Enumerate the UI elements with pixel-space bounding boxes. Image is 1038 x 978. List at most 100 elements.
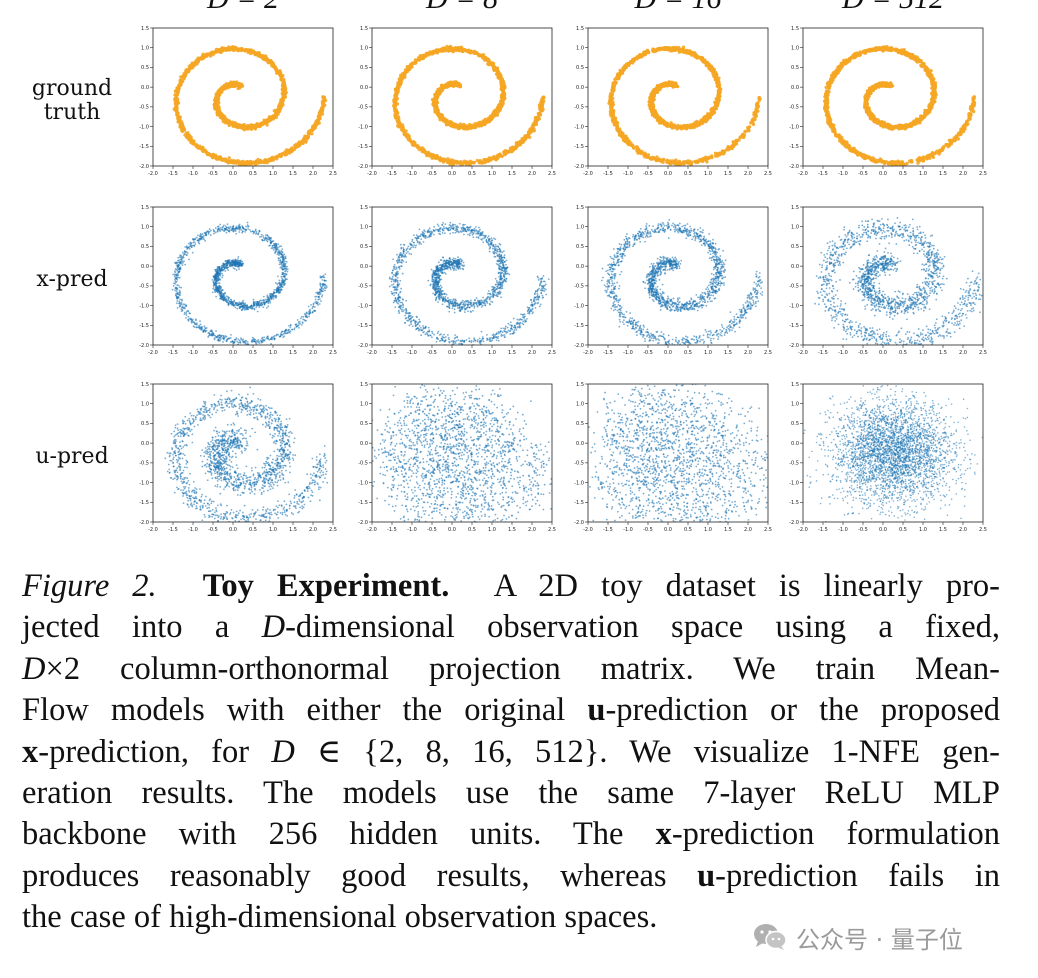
x-tick-label: 0.5 [684, 171, 692, 177]
y-tick-label: 0.5 [141, 65, 149, 71]
column-header: D = 8 [425, 0, 498, 15]
y-tick-label: 1.0 [791, 402, 799, 408]
x-tick-label: 1.0 [919, 527, 927, 533]
y-tick-label: -0.5 [139, 284, 149, 290]
math-x: x [656, 816, 672, 852]
y-tick-label: 0.5 [791, 65, 799, 71]
x-tick-label: -0.5 [427, 171, 437, 177]
data-points [600, 219, 764, 345]
x-tick-label: -0.5 [643, 527, 653, 533]
plot-frame [371, 383, 553, 523]
y-tick-label: 1.5 [791, 26, 799, 32]
math-D: D [262, 609, 285, 645]
scatter-panel: -2.0 -1.5 -1.0 -0.5 0.0 0.5 1.0 1.5 2.0 2.5 1.5 1.0… [789, 26, 987, 177]
x-tick-label: 0.5 [468, 527, 476, 533]
y-tick-label: 1.5 [791, 205, 799, 211]
x-tick-label: 2.5 [979, 350, 987, 356]
scatter-panel: -2.0 -1.5 -1.0 -0.5 0.0 0.5 1.0 1.5 2.0 2.5 1.5 1.0… [139, 26, 337, 177]
x-tick-label: -0.5 [643, 171, 653, 177]
caption-line-3: D×2 column-orthonormal projection matrix… [22, 649, 1000, 690]
x-tick-label: 2.0 [744, 171, 752, 177]
plot-frame [152, 383, 334, 523]
x-tick-label: -2.0 [367, 527, 377, 533]
y-tick-label: 1.5 [791, 382, 799, 388]
x-tick-label: 1.5 [289, 171, 297, 177]
caption-text: -prediction, for [38, 734, 271, 770]
x-tick-label: 0.5 [249, 171, 257, 177]
y-tick-label: 1.5 [141, 26, 149, 32]
x-tick-label: -2.0 [583, 527, 593, 533]
data-points [164, 386, 329, 522]
x-tick-label: 0.5 [684, 350, 692, 356]
x-tick-label: 0.0 [664, 350, 672, 356]
y-tick-label: -2.0 [574, 164, 584, 170]
row-label: ground [32, 76, 112, 101]
row-label: x-pred [36, 267, 107, 292]
y-tick-label: 1.5 [576, 382, 584, 388]
x-tick-label: 2.0 [528, 527, 536, 533]
caption-text: the case of high-dimensional observation… [22, 899, 657, 935]
caption-text: -prediction fails in [715, 858, 1000, 894]
y-tick-label: 1.5 [576, 205, 584, 211]
x-tick-label: 0.0 [664, 527, 672, 533]
y-tick-label: -1.5 [358, 323, 368, 329]
data-points [392, 44, 546, 166]
x-tick-label: -0.5 [427, 350, 437, 356]
caption-line-1: Figure 2. Toy Experiment. A 2D toy datas… [22, 566, 1000, 607]
y-tick-label: 1.0 [141, 46, 149, 52]
x-tick-label: -1.0 [407, 350, 417, 356]
caption-text: -dimensional observation space using a f… [285, 609, 1000, 645]
x-tick-label: 1.5 [724, 350, 732, 356]
y-tick-label: -0.5 [358, 461, 368, 467]
caption-line-7: backbone with 256 hidden units. The x-pr… [22, 814, 1000, 855]
y-tick-label: -1.0 [574, 480, 584, 486]
y-tick-label: 0.5 [141, 421, 149, 427]
y-tick-label: -1.0 [789, 124, 799, 130]
x-tick-label: -1.0 [838, 171, 848, 177]
x-tick-label: 1.5 [939, 350, 947, 356]
y-tick-label: 0.0 [791, 85, 799, 91]
caption-line-4: Flow models with either the original u-p… [22, 690, 1000, 731]
x-tick-label: 0.5 [468, 350, 476, 356]
y-tick-label: -0.5 [789, 105, 799, 111]
wechat-icon [754, 924, 787, 950]
x-tick-label: 2.5 [979, 171, 987, 177]
column-headers: D = 2 D = 8 D = 16 D = 512 [206, 0, 944, 15]
x-tick-label: -1.5 [387, 527, 397, 533]
y-tick-label: 1.5 [576, 26, 584, 32]
x-tick-label: -1.0 [188, 527, 198, 533]
x-tick-label: 0.0 [229, 527, 237, 533]
x-tick-label: 0.0 [879, 527, 887, 533]
y-tick-label: -2.0 [358, 164, 368, 170]
x-tick-label: -0.5 [208, 350, 218, 356]
y-tick-label: 1.0 [576, 225, 584, 231]
caption-text: produces reasonably good results, wherea… [22, 858, 697, 894]
x-tick-label: 1.0 [704, 171, 712, 177]
x-tick-label: -1.5 [818, 527, 828, 533]
x-tick-label: 0.5 [468, 171, 476, 177]
y-tick-label: 1.0 [791, 46, 799, 52]
y-tick-label: 0.0 [360, 264, 368, 270]
watermark: 公众号 · 量子位 [752, 918, 963, 956]
y-tick-label: -2.0 [789, 520, 799, 526]
y-tick-label: 1.0 [360, 225, 368, 231]
caption-text: Flow models with either the original [22, 692, 587, 728]
y-tick-label: -0.5 [358, 105, 368, 111]
data-points [607, 45, 762, 166]
y-tick-label: 1.0 [360, 46, 368, 52]
x-tick-label: 2.5 [764, 527, 772, 533]
x-tick-label: 0.0 [229, 350, 237, 356]
y-tick-label: 1.0 [791, 225, 799, 231]
x-tick-label: 2.5 [329, 171, 337, 177]
x-tick-label: -2.0 [798, 350, 808, 356]
x-tick-label: 1.5 [939, 527, 947, 533]
x-tick-label: -1.0 [188, 350, 198, 356]
x-tick-label: -1.5 [603, 171, 613, 177]
figure-caption: Figure 2. Toy Experiment. A 2D toy datas… [22, 566, 1000, 939]
x-tick-label: 2.5 [764, 171, 772, 177]
y-tick-label: -1.5 [789, 323, 799, 329]
x-tick-label: -0.5 [858, 350, 868, 356]
x-tick-label: -1.5 [168, 350, 178, 356]
y-tick-label: -0.5 [139, 461, 149, 467]
x-tick-label: 1.0 [269, 171, 277, 177]
